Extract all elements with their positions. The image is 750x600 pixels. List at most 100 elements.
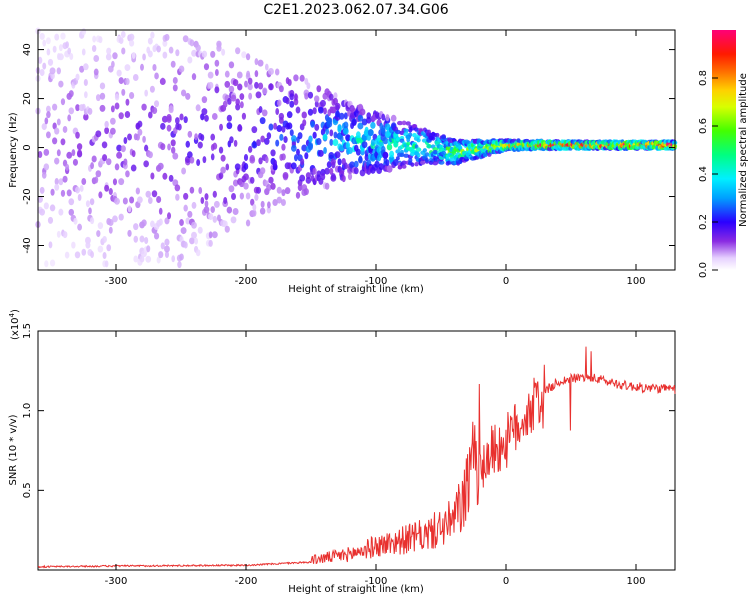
spectrogram-cell (276, 186, 282, 194)
spectrogram-heat-layer (35, 27, 678, 269)
spectrogram-x-tick-label: 0 (503, 276, 509, 287)
spectrogram-cell (139, 255, 145, 263)
snr-x-tick-label: -100 (365, 576, 388, 587)
figure-title: C2E1.2023.062.07.34.G06 (263, 2, 448, 18)
spectrogram-cell (79, 65, 85, 73)
spectrogram-cell (410, 162, 415, 167)
spectrogram-cell (114, 163, 120, 171)
snr-x-tick-label: 100 (626, 576, 645, 587)
snr-series-line (37, 346, 676, 569)
spectrogram-cell (185, 140, 190, 148)
spectrogram-cell (129, 92, 135, 100)
spectrogram-cell (251, 126, 258, 134)
spectrogram-cell (408, 157, 413, 163)
spectrogram-cell (116, 144, 122, 152)
spectrogram-cell (172, 84, 178, 92)
spectrogram-cell (85, 236, 91, 244)
spectrogram-cell (254, 70, 259, 78)
spectrogram-cell (322, 133, 328, 141)
spectrogram-cell (42, 39, 47, 47)
spectrogram-cell (245, 53, 251, 61)
spectrogram-x-tick-label: -200 (235, 276, 258, 287)
spectrogram-cell (366, 116, 372, 124)
spectrogram-cell (179, 219, 184, 227)
spectrogram-cell (254, 81, 259, 89)
snr-y-tick-label: 1.5 (22, 323, 33, 339)
spectrogram-cell (182, 35, 189, 43)
spectrogram-cell (147, 37, 153, 45)
spectrogram-cell (289, 129, 294, 137)
spectrogram-cell (191, 231, 197, 239)
spectrogram-cell (268, 123, 274, 131)
spectrogram-cell (403, 128, 409, 133)
spectrogram-x-tick-label: -300 (105, 276, 128, 287)
spectrogram-cell (325, 127, 330, 135)
spectrogram-cell (221, 48, 226, 56)
spectrogram-cell (214, 86, 220, 94)
spectrogram-cell (154, 72, 159, 80)
spectrogram-cell (284, 187, 291, 195)
spectrogram-cell (181, 167, 187, 175)
spectrogram-cell (112, 178, 118, 186)
spectrogram-cell (157, 162, 164, 170)
spectrogram-x-tick-label: 100 (626, 276, 645, 287)
spectrogram-cell (291, 135, 297, 143)
spectrogram-cell (128, 33, 135, 41)
spectrogram-cell (449, 157, 455, 162)
spectrogram-cell (114, 197, 120, 205)
spectrogram-cell (243, 154, 249, 162)
spectrogram-cell (213, 200, 220, 208)
spectrogram-cell (333, 92, 338, 100)
spectrogram-cell (451, 150, 457, 155)
spectrogram-cell (394, 129, 401, 135)
spectrogram-cell (318, 106, 324, 114)
spectrogram-cell (112, 52, 118, 60)
spectrogram-cell (225, 163, 230, 171)
spectrogram-cell (332, 138, 339, 146)
spectrogram-cell (204, 193, 209, 201)
spectrogram-cell (241, 51, 247, 59)
spectrogram-cell (131, 52, 136, 60)
spectrogram-cell (151, 107, 158, 115)
spectrogram-cell (93, 54, 100, 62)
spectrogram-cell (95, 130, 102, 138)
snr-y-tick-label: 0.5 (22, 482, 33, 498)
colorbar-gradient (712, 30, 736, 270)
spectrogram-cell (230, 94, 237, 102)
spectrogram-cell (121, 88, 126, 96)
spectrogram-cell (118, 178, 125, 186)
spectrogram-cell (330, 158, 336, 166)
spectrogram-cell (281, 125, 286, 133)
spectrogram-cell (127, 229, 132, 237)
spectrogram-cell (355, 131, 361, 139)
spectrogram-cell (171, 146, 176, 154)
spectrogram-cell (156, 45, 161, 53)
spectrogram-cell (247, 145, 253, 153)
spectrogram-cell (243, 182, 249, 190)
spectrogram-cell (227, 97, 232, 105)
spectrogram-cell (46, 105, 51, 113)
spectrogram-cell (65, 41, 69, 49)
spectrogram-cell (243, 162, 249, 170)
spectrogram-cell (127, 133, 132, 141)
spectrogram-cell (243, 173, 249, 181)
spectrogram-cell (399, 152, 405, 158)
spectrogram-cell (146, 245, 151, 253)
spectrogram-cell (66, 151, 73, 159)
spectrogram-cell (342, 127, 349, 135)
spectrogram-cell (139, 235, 145, 243)
spectrogram-cell (137, 128, 143, 136)
spectrogram-cell (412, 132, 417, 138)
spectrogram-cell (310, 120, 315, 128)
snr-y-label: SNR (10 * v/v) (8, 414, 19, 485)
spectrogram-cell (99, 104, 106, 112)
snr-y-ticks: 0.5 1.0 1.5 (22, 323, 675, 498)
spectrogram-cell (101, 141, 108, 149)
spectrogram-cell (424, 152, 430, 157)
spectrogram-cell (194, 237, 199, 245)
spectrogram-cell (281, 189, 286, 197)
spectrogram-cell (266, 132, 272, 140)
spectrogram-cell (52, 122, 57, 130)
spectrogram-cell (52, 137, 58, 145)
